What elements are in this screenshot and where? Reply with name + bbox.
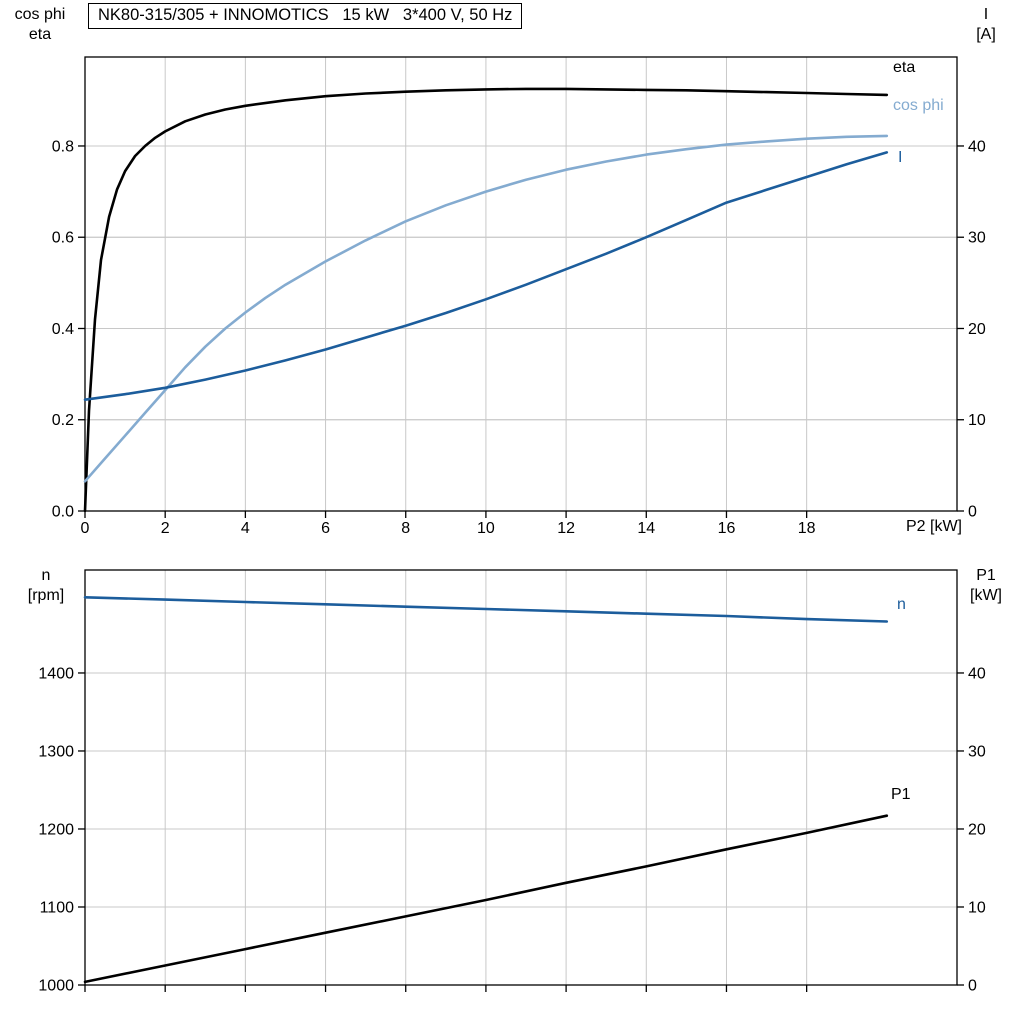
svg-text:10: 10 — [968, 412, 986, 429]
svg-text:1000: 1000 — [38, 978, 74, 995]
top-right-axis-caption-line1: I — [983, 6, 989, 23]
top-left-axis-caption-line2: eta — [28, 26, 52, 43]
svg-text:0.4: 0.4 — [52, 321, 74, 338]
bottom-left-axis-caption-line2: [rpm] — [27, 587, 65, 604]
svg-text:30: 30 — [968, 743, 986, 760]
svg-text:40: 40 — [968, 138, 986, 155]
current-curve-label: I — [898, 149, 903, 166]
svg-text:8: 8 — [401, 520, 410, 537]
svg-text:20: 20 — [968, 821, 986, 838]
svg-text:10: 10 — [477, 520, 495, 537]
svg-text:2: 2 — [161, 520, 170, 537]
bottom-left-axis-caption-line1: n — [41, 567, 51, 584]
bottom-right-axis-caption: P1 [kW] — [954, 566, 1018, 606]
top-right-axis-caption: I [A] — [954, 5, 1018, 45]
speed-curve-label: n — [897, 596, 906, 613]
x-axis-caption: P2 [kW] — [905, 518, 962, 535]
svg-text:0.0: 0.0 — [52, 504, 74, 521]
svg-text:6: 6 — [321, 520, 330, 537]
top-right-axis-caption-line2: [A] — [976, 26, 996, 43]
svg-text:18: 18 — [798, 520, 816, 537]
svg-text:30: 30 — [968, 230, 986, 247]
svg-text:16: 16 — [718, 520, 736, 537]
svg-text:1100: 1100 — [40, 899, 75, 916]
svg-text:0: 0 — [81, 520, 90, 537]
bottom-right-axis-caption-line2: [kW] — [970, 587, 1002, 604]
eta-curve-label: eta — [893, 59, 916, 76]
bottom-left-axis-caption: n [rpm] — [6, 566, 86, 606]
svg-text:1300: 1300 — [38, 743, 74, 760]
svg-text:40: 40 — [968, 665, 986, 682]
svg-text:0.2: 0.2 — [52, 412, 74, 429]
svg-text:20: 20 — [968, 321, 986, 338]
svg-text:4: 4 — [241, 520, 250, 537]
svg-text:12: 12 — [557, 520, 575, 537]
top-left-axis-caption-line1: cos phi — [14, 6, 66, 23]
cos-phi-curve-label: cos phi — [893, 97, 944, 114]
top-left-axis-caption: cos phi eta — [4, 5, 76, 45]
svg-text:10: 10 — [968, 899, 986, 916]
bottom-right-axis-caption-line1: P1 — [976, 567, 996, 584]
chart-title: NK80-315/305 + INNOMOTICS 15 kW 3*400 V,… — [88, 3, 523, 29]
input-power-curve-label: P1 — [891, 786, 911, 803]
svg-text:0.6: 0.6 — [52, 230, 74, 247]
svg-text:1400: 1400 — [38, 665, 74, 682]
svg-text:0: 0 — [968, 504, 977, 521]
svg-text:0.8: 0.8 — [52, 138, 74, 155]
svg-text:1200: 1200 — [38, 821, 74, 838]
svg-text:14: 14 — [637, 520, 655, 537]
svg-text:0: 0 — [968, 978, 977, 995]
